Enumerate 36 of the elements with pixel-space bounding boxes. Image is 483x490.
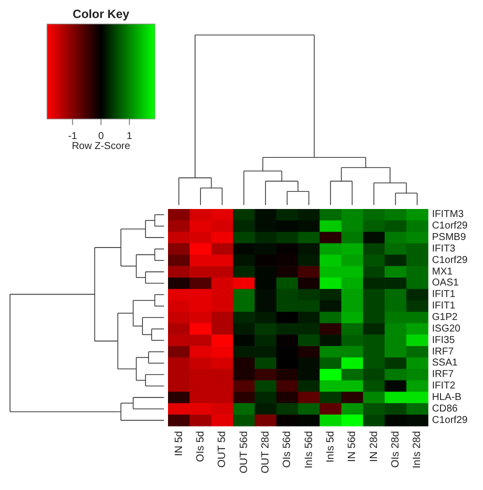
y-tick-label: IRF7 [432,369,454,380]
y-tick-label: G1P2 [432,312,458,323]
x-tick-label: IN 56d [346,430,358,462]
y-tick-label: IRF7 [432,346,454,358]
color-bar-label: 0 [98,131,104,142]
y-tick-label: CD86 [432,403,458,414]
x-tick-label: IN 28d [368,430,380,462]
x-tick-label: OIs 56d [281,430,294,468]
y-tick-label: OAS1 [432,278,460,289]
y-tick-label: IFIT1 [432,289,456,300]
y-tick-label: SSA1 [432,358,458,369]
x-tick-label: OUT 56d [238,430,250,474]
y-tick-label: IFITM3 [432,209,464,220]
x-tick-label: IN 5d [172,430,185,456]
x-tick-label: OUT 28d [260,430,272,474]
x-tick-label: OUT 5d [216,430,228,468]
y-tick-label: HLA-B [432,392,462,403]
y-tick-label: C1orf29 [432,254,468,266]
x-tick-label: OIs 5d [194,430,206,462]
y-tick-label: IFIT2 [432,380,456,392]
color-bar-label: 1 [126,131,133,142]
y-tick-label: IFI35 [432,334,456,346]
y-tick-label: IFIT1 [432,300,456,312]
legend-title: Color Key [72,7,130,21]
x-tick-label: OIs 28d [390,430,402,468]
y-tick-label: IFIT3 [432,243,456,254]
color-bar-label: -1 [68,131,78,142]
x-tick-label: InIs 5d [324,430,336,463]
y-tick-label: C1orf29 [432,414,468,426]
y-tick-label: MX1 [432,266,453,278]
y-tick-label: ISG20 [432,323,461,334]
y-tick-label: C1orf29 [432,220,468,232]
x-tick-label: InIs 28d [411,430,424,468]
color-bar-title: Row Z-Score [72,141,131,152]
x-tick-label: InIs 56d [302,430,315,468]
y-tick-label: PSMB9 [432,232,466,244]
